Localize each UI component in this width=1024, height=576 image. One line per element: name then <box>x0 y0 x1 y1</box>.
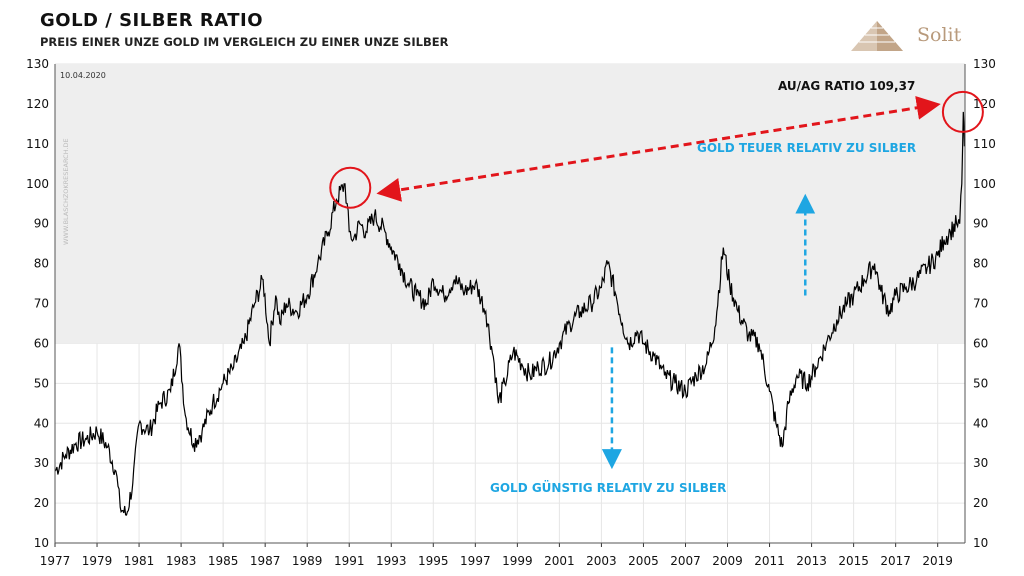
peak-2020-circle <box>941 90 984 133</box>
y-tick-label-left: 110 <box>26 137 49 151</box>
x-tick-label: 1993 <box>376 554 407 568</box>
x-tick-label: 2011 <box>754 554 785 568</box>
x-tick-label: 1997 <box>460 554 491 568</box>
y-tick-label-right: 110 <box>973 137 996 151</box>
y-tick-label-left: 20 <box>34 496 49 510</box>
x-tick-label: 2007 <box>670 554 701 568</box>
y-tick-label-right: 60 <box>973 336 988 350</box>
y-tick-label-right: 80 <box>973 257 988 271</box>
y-tick-label-right: 20 <box>973 496 988 510</box>
x-tick-label: 1981 <box>124 554 155 568</box>
y-tick-label-right: 10 <box>973 536 988 550</box>
x-tick-label: 1991 <box>334 554 365 568</box>
peak-1991-circle <box>329 166 372 209</box>
axes: 10 10 20 20 30 30 40 40 50 50 60 60 70 70 80 80 90 90 100 1… <box>26 57 996 568</box>
x-tick-label: 1985 <box>208 554 239 568</box>
ratio-line <box>54 111 965 516</box>
y-tick-label-left: 30 <box>34 456 49 470</box>
x-tick-label: 1999 <box>502 554 533 568</box>
y-tick-label-left: 70 <box>34 297 49 311</box>
shaded-region <box>55 64 965 344</box>
y-tick-label-right: 50 <box>973 376 988 390</box>
ratio-label: AU/AG RATIO 109,37 <box>778 79 915 93</box>
x-tick-label: 1989 <box>292 554 323 568</box>
y-tick-label-left: 40 <box>34 416 49 430</box>
y-tick-label-left: 90 <box>34 217 49 231</box>
x-tick-label: 2001 <box>544 554 575 568</box>
y-tick-label-left: 120 <box>26 97 49 111</box>
y-tick-label-left: 100 <box>26 177 49 191</box>
y-tick-label-right: 100 <box>973 177 996 191</box>
x-tick-label: 2005 <box>628 554 659 568</box>
y-tick-label-left: 50 <box>34 376 49 390</box>
x-tick-label: 2003 <box>586 554 617 568</box>
x-tick-label: 1983 <box>166 554 197 568</box>
y-tick-label-left: 80 <box>34 257 49 271</box>
date-label: 10.04.2020 <box>60 71 106 80</box>
chart-title: GOLD / SILBER RATIO <box>40 10 264 31</box>
x-tick-label: 2009 <box>712 554 743 568</box>
x-tick-label: 1987 <box>250 554 281 568</box>
y-tick-label-left: 130 <box>26 57 49 71</box>
comparison-arrow <box>376 95 941 202</box>
x-tick-label: 2017 <box>880 554 911 568</box>
x-tick-label: 1995 <box>418 554 449 568</box>
y-tick-label-left: 10 <box>34 536 49 550</box>
x-tick-label: 2015 <box>838 554 869 568</box>
y-tick-label-right: 90 <box>973 217 988 231</box>
x-tick-label: 1979 <box>82 554 113 568</box>
logo-text: Solit <box>917 24 962 46</box>
expensive-label: GOLD TEUER RELATIV ZU SILBER <box>697 141 916 155</box>
cheap-label: GOLD GÜNSTIG RELATIV ZU SILBER <box>490 480 726 495</box>
x-tick-label: 1977 <box>40 554 71 568</box>
y-tick-label-left: 60 <box>34 336 49 350</box>
y-tick-label-right: 130 <box>973 57 996 71</box>
x-tick-label: 2013 <box>796 554 827 568</box>
x-tick-label: 2019 <box>922 554 953 568</box>
pyramid-icon <box>851 21 903 51</box>
chart-subtitle: PREIS EINER UNZE GOLD IM VERGLEICH ZU EI… <box>40 35 449 49</box>
y-tick-label-right: 30 <box>973 456 988 470</box>
watermark: WWW.BLASCHZOKRESEARCH.DE <box>62 138 70 245</box>
y-tick-label-right: 40 <box>973 416 988 430</box>
y-tick-label-right: 70 <box>973 297 988 311</box>
y-tick-label-right: 120 <box>973 97 996 111</box>
